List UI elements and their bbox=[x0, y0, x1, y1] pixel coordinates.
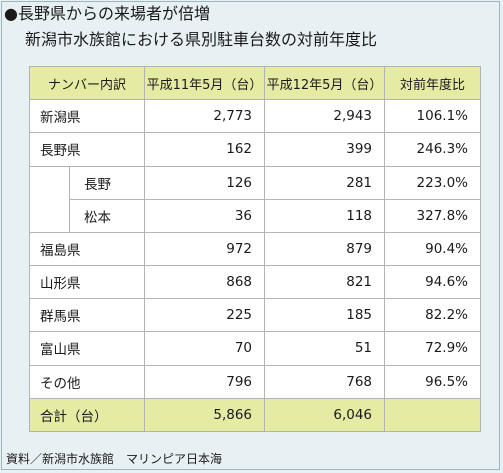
parking-table: ナンバー内訳 平成11年5月（台） 平成12年5月（台） 対前年度比 新潟県 2… bbox=[28, 65, 482, 433]
source-note: 資料／新潟市水族館 マリンピア日本海 bbox=[6, 452, 223, 466]
row-ratio: 106.1% bbox=[384, 99, 482, 134]
table-header-row: ナンバー内訳 平成11年5月（台） 平成12年5月（台） 対前年度比 bbox=[28, 65, 482, 101]
row-name: 群馬県 bbox=[28, 298, 146, 333]
row-ratio: 72.9% bbox=[384, 331, 482, 366]
total-label: 合計（台） bbox=[28, 397, 146, 433]
table-row: 新潟県 2,773 2,943 106.1% bbox=[28, 99, 482, 134]
table-row: 長野 126 281 223.0% bbox=[29, 165, 482, 200]
total-ratio bbox=[384, 397, 482, 433]
row-h11: 796 bbox=[144, 364, 266, 399]
table-row: 松本 36 118 327.8% bbox=[29, 198, 482, 233]
row-ratio: 327.8% bbox=[384, 198, 482, 233]
row-h11: 225 bbox=[144, 298, 266, 333]
row-h12: 118 bbox=[264, 198, 386, 233]
row-name: 長野県 bbox=[28, 132, 146, 167]
header-breakdown: ナンバー内訳 bbox=[28, 65, 146, 101]
row-ratio: 96.5% bbox=[384, 364, 482, 399]
row-h11: 972 bbox=[144, 231, 266, 267]
row-ratio: 223.0% bbox=[384, 165, 482, 200]
total-h11: 5,866 bbox=[144, 397, 266, 433]
row-h11: 70 bbox=[144, 331, 266, 366]
row-h12: 399 bbox=[264, 132, 386, 167]
table-row: 群馬県 225 185 82.2% bbox=[28, 298, 482, 333]
row-name: その他 bbox=[28, 364, 146, 399]
row-h11: 126 bbox=[144, 165, 266, 200]
row-ratio: 246.3% bbox=[384, 132, 482, 167]
row-h12: 821 bbox=[264, 265, 386, 300]
row-h11: 162 bbox=[144, 132, 266, 167]
row-h12: 2,943 bbox=[264, 99, 386, 134]
row-ratio: 90.4% bbox=[384, 231, 482, 267]
indent-spacer bbox=[29, 166, 70, 200]
row-name: 長野 bbox=[68, 165, 146, 200]
row-h12: 281 bbox=[264, 165, 386, 200]
table-row: 山形県 868 821 94.6% bbox=[28, 265, 482, 300]
row-name: 福島県 bbox=[28, 231, 146, 267]
row-name: 山形県 bbox=[28, 265, 146, 300]
row-h12: 51 bbox=[264, 331, 386, 366]
subtitle: 新潟市水族館における県別駐車台数の対前年度比 bbox=[25, 30, 378, 49]
table-row: 福島県 972 879 90.4% bbox=[28, 231, 482, 267]
table-row: 富山県 70 51 72.9% bbox=[28, 331, 482, 366]
table-row: その他 796 768 96.5% bbox=[28, 364, 482, 399]
indent-spacer bbox=[29, 199, 70, 233]
row-name: 新潟県 bbox=[28, 99, 146, 134]
row-name: 松本 bbox=[68, 198, 146, 233]
header-h11: 平成11年5月（台） bbox=[144, 65, 266, 101]
row-h11: 868 bbox=[144, 265, 266, 300]
row-name: 富山県 bbox=[28, 331, 146, 366]
row-ratio: 82.2% bbox=[384, 298, 482, 333]
headline: ●長野県からの来場者が倍増 bbox=[4, 4, 210, 23]
table-row: 長野県 162 399 246.3% bbox=[28, 132, 482, 167]
row-h11: 2,773 bbox=[144, 99, 266, 134]
total-row: 合計（台） 5,866 6,046 bbox=[28, 397, 482, 433]
row-ratio: 94.6% bbox=[384, 265, 482, 300]
header-h12: 平成12年5月（台） bbox=[264, 65, 386, 101]
total-h12: 6,046 bbox=[264, 397, 386, 433]
row-h12: 185 bbox=[264, 298, 386, 333]
row-h12: 768 bbox=[264, 364, 386, 399]
row-h12: 879 bbox=[264, 231, 386, 267]
header-ratio: 対前年度比 bbox=[384, 65, 482, 101]
row-h11: 36 bbox=[144, 198, 266, 233]
